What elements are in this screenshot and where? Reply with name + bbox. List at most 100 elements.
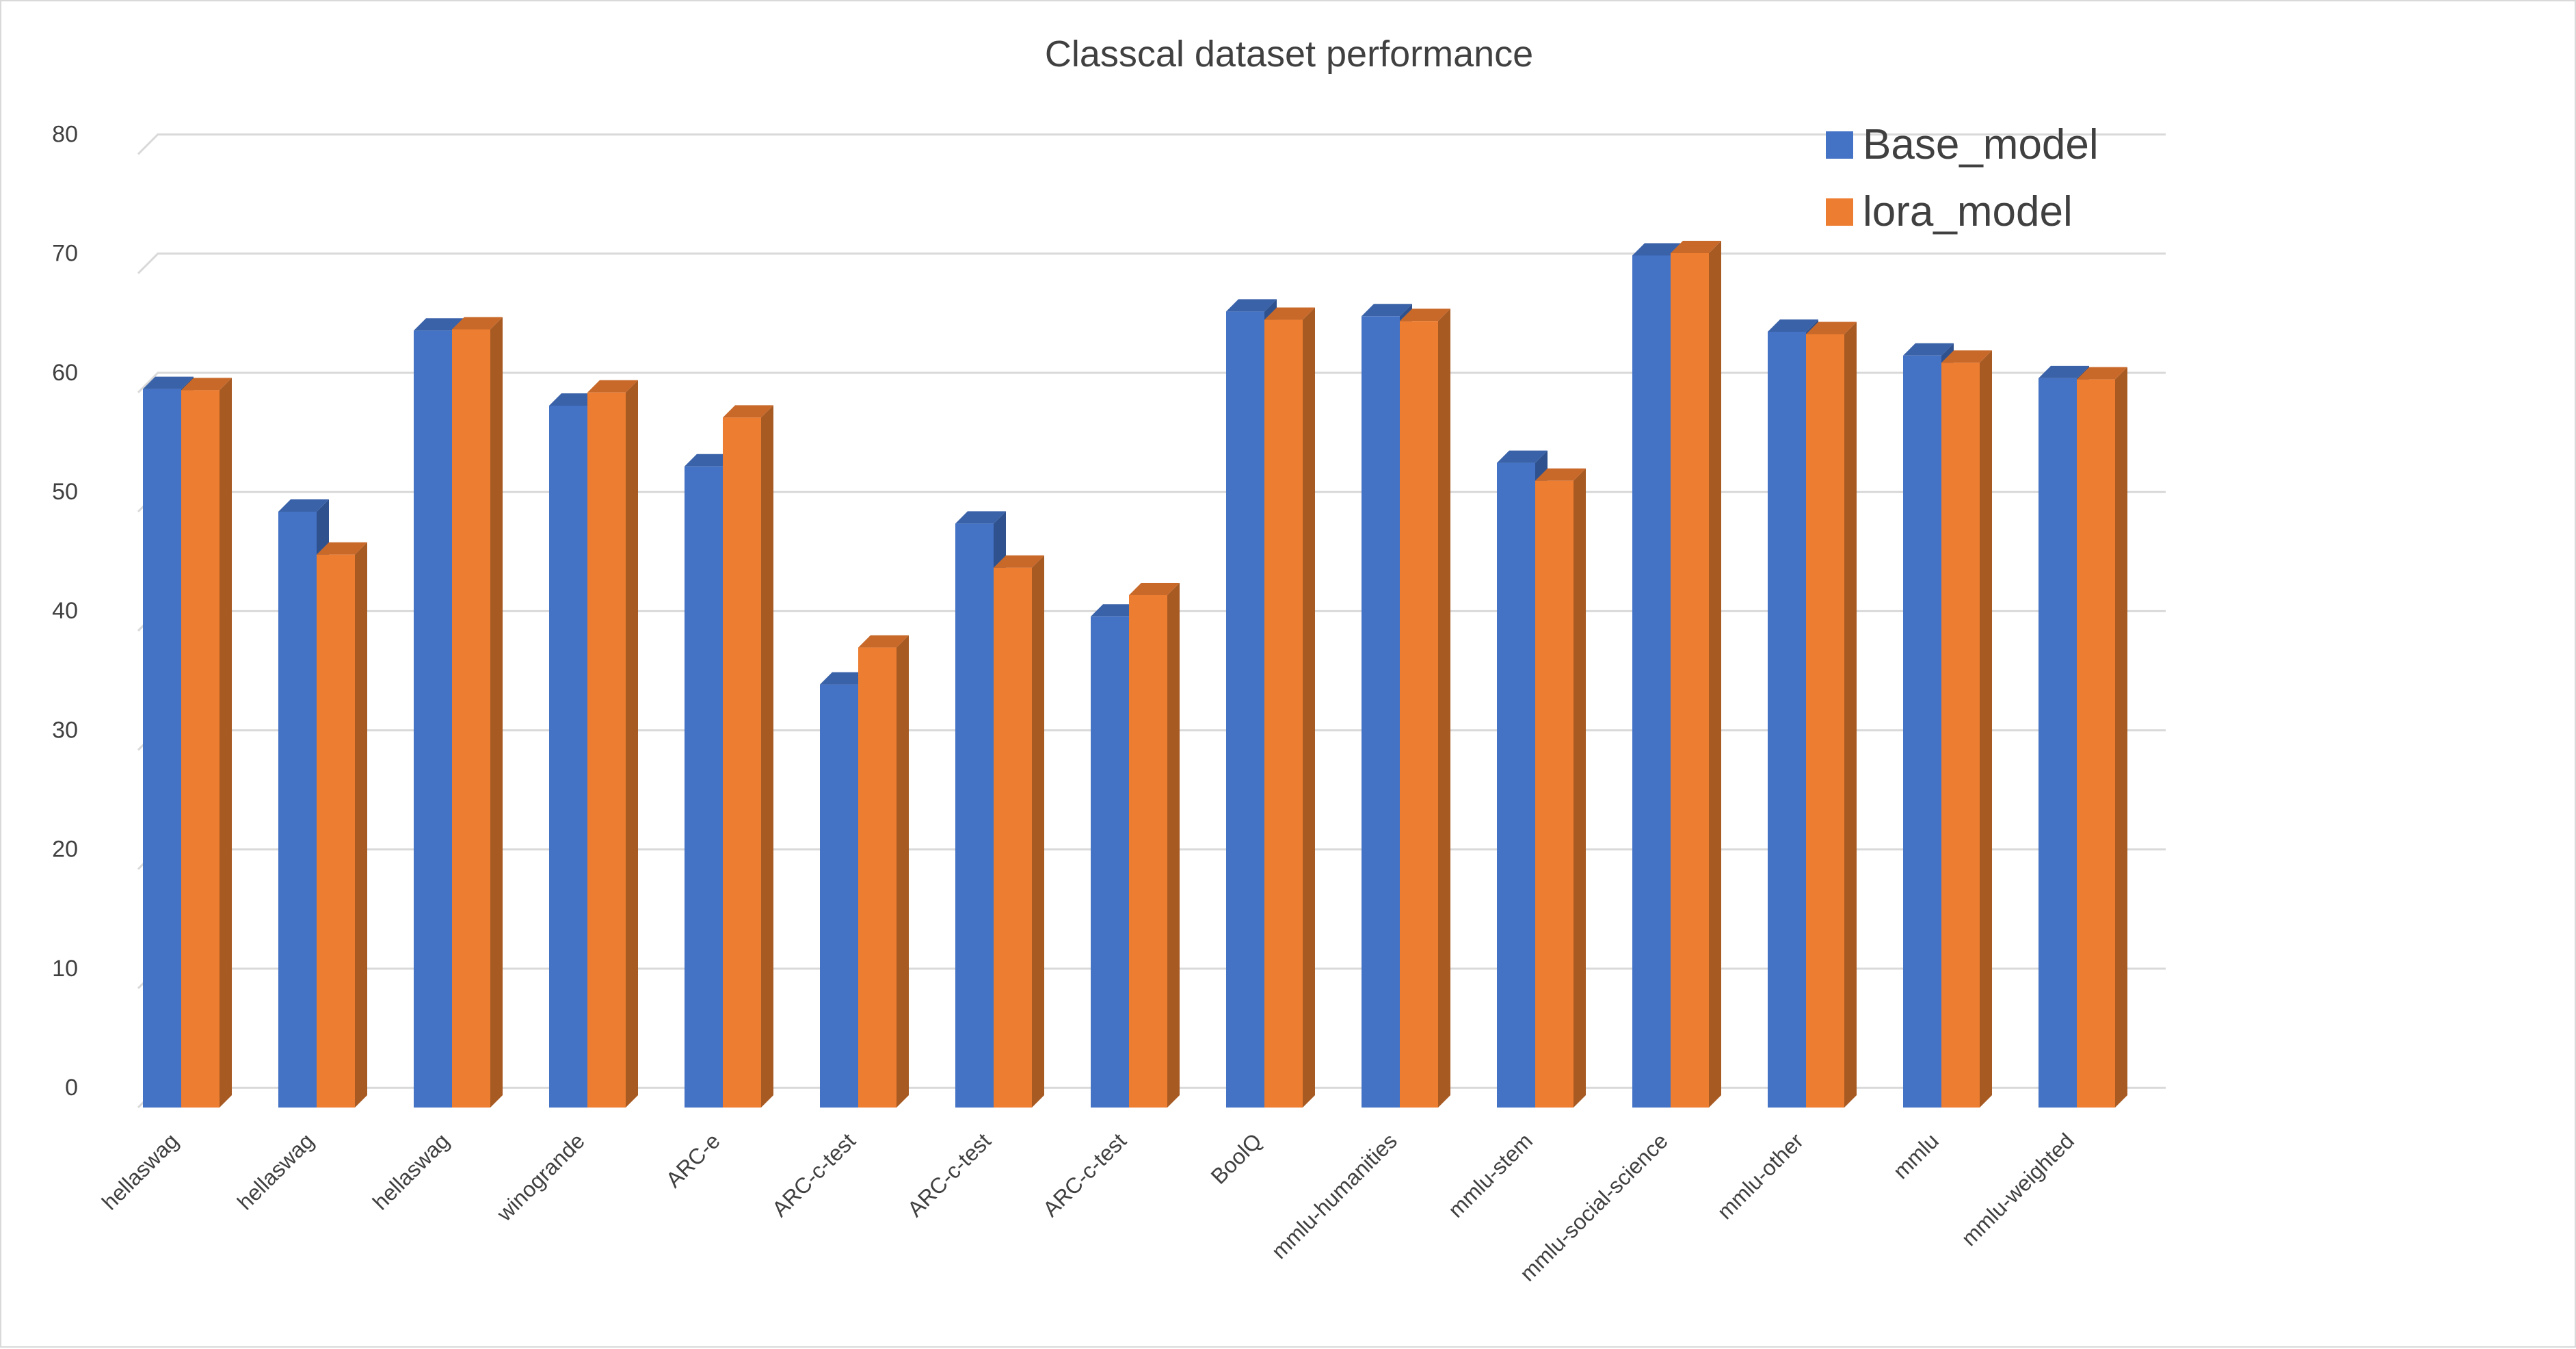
bar-front — [1226, 311, 1264, 1108]
legend-swatch — [1826, 131, 1853, 159]
bar-front — [1362, 316, 1400, 1108]
bar-front — [1091, 616, 1129, 1108]
bar-front — [549, 405, 587, 1108]
x-tick-label: mmlu-weighted — [1956, 1128, 2079, 1250]
bar-top — [723, 405, 773, 418]
bar-lora_model-8 — [1264, 307, 1315, 1108]
bar-top — [820, 672, 871, 685]
bar-top — [955, 511, 1006, 524]
bar-side — [1438, 309, 1450, 1108]
y-axis-ticks: 0 10 20 30 40 50 60 70 80 — [52, 121, 78, 1101]
bar-front — [1632, 255, 1671, 1108]
bar-side — [1980, 350, 1992, 1108]
x-tick-label: mmlu-social-science — [1515, 1128, 1673, 1285]
bar-top — [278, 499, 329, 512]
x-tick-label: ARC-c-test — [767, 1128, 860, 1221]
x-tick-label: winogrande — [492, 1128, 589, 1226]
bar-top — [2039, 365, 2089, 378]
legend-swatch — [1826, 198, 1853, 226]
bar-front — [1264, 319, 1303, 1108]
bar-top — [452, 317, 503, 330]
bar-front — [414, 330, 452, 1108]
bar-top — [1400, 309, 1450, 322]
bar-side — [355, 542, 367, 1108]
bar-top — [143, 376, 194, 389]
bar-top — [587, 380, 638, 393]
bars — [143, 240, 2127, 1108]
bar-front — [452, 329, 490, 1108]
bar-front — [1903, 355, 1941, 1108]
bar-top — [317, 542, 367, 555]
bar-lora_model-1 — [317, 542, 367, 1108]
bar-front — [317, 554, 355, 1108]
bar-top — [414, 318, 464, 331]
gridline — [137, 371, 2166, 393]
bar-side — [2115, 367, 2127, 1108]
y-tick-label: 20 — [52, 837, 78, 863]
bar-lora_model-10 — [1535, 468, 1586, 1108]
bar-top — [1362, 304, 1412, 317]
bar-top — [1941, 350, 1992, 363]
chart-title: Classcal dataset performance — [1045, 34, 1533, 75]
bar-top — [1632, 243, 1683, 256]
bar-front — [955, 523, 994, 1108]
bar-top — [1264, 307, 1315, 320]
bar-top — [1497, 450, 1548, 463]
x-tick-label: hellaswag — [97, 1128, 183, 1214]
x-tick-label: mmlu-stem — [1444, 1128, 1537, 1222]
bar-lora_model-13 — [1941, 350, 1992, 1108]
bar-lora_model-7 — [1129, 582, 1180, 1108]
x-tick-label: mmlu-other — [1712, 1128, 1808, 1224]
x-axis-labels: hellaswag hellaswag hellaswag winogrande ARC… — [97, 1128, 2079, 1286]
x-tick-label: BoolQ — [1206, 1128, 1266, 1188]
y-tick-label: 50 — [52, 479, 78, 505]
bar-side — [897, 635, 909, 1108]
bar-lora_model-9 — [1400, 309, 1450, 1108]
bar-lora_model-2 — [452, 317, 503, 1108]
bar-side — [1032, 555, 1044, 1108]
bar-lora_model-12 — [1806, 322, 1857, 1108]
gridline — [137, 133, 2166, 155]
y-tick-label: 40 — [52, 598, 78, 624]
bar-front — [1671, 252, 1709, 1108]
y-tick-label: 30 — [52, 717, 78, 743]
bar-top — [181, 378, 232, 391]
bar-top — [1671, 240, 1721, 253]
bar-side — [1844, 322, 1857, 1108]
x-tick-label: mmlu-humanities — [1266, 1128, 1402, 1263]
x-tick-label: hellaswag — [368, 1128, 454, 1214]
bar-lora_model-4 — [723, 405, 773, 1108]
bar-side — [220, 378, 232, 1108]
bar-lora_model-11 — [1671, 240, 1721, 1108]
y-tick-label: 0 — [65, 1075, 78, 1101]
bar-lora_model-0 — [181, 378, 232, 1108]
bar-front — [181, 390, 220, 1108]
y-tick-label: 80 — [52, 121, 78, 147]
bar-side — [626, 380, 638, 1108]
bar-side — [761, 405, 773, 1108]
bar-top — [549, 393, 600, 406]
bar-front — [723, 417, 761, 1108]
bar-side — [490, 317, 503, 1108]
bar-top — [994, 555, 1044, 568]
bar-front — [1497, 462, 1535, 1108]
bar-front — [1535, 480, 1574, 1108]
bar-top — [1091, 604, 1141, 617]
bar-front — [1768, 331, 1806, 1108]
bar-side — [1167, 582, 1180, 1108]
bar-top — [1768, 319, 1818, 332]
bar-top — [1806, 322, 1857, 335]
bar-front — [994, 567, 1032, 1108]
bar-front — [1400, 321, 1438, 1108]
bar-top — [1226, 299, 1277, 312]
bar-front — [820, 684, 858, 1108]
bar-front — [685, 466, 723, 1108]
x-tick-label: ARC-e — [661, 1128, 725, 1192]
bar-top — [1535, 468, 1586, 481]
bar-side — [1574, 468, 1586, 1108]
bar-lora_model-6 — [994, 555, 1044, 1108]
bar-front — [2039, 378, 2077, 1108]
bar-front — [1941, 363, 1980, 1108]
bar-front — [278, 512, 317, 1108]
